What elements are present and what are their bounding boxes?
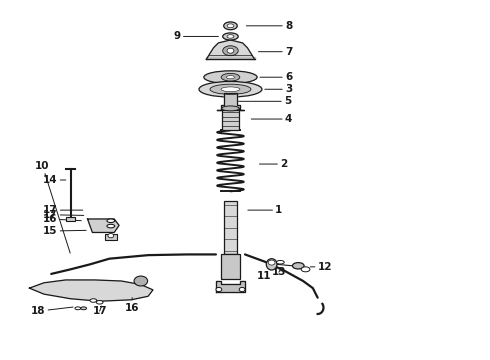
Ellipse shape: [227, 35, 234, 38]
Text: 16: 16: [43, 214, 81, 224]
Text: 9: 9: [173, 31, 219, 41]
Text: 18: 18: [31, 306, 73, 316]
Polygon shape: [88, 219, 119, 233]
Text: 3: 3: [265, 84, 292, 94]
Polygon shape: [29, 280, 153, 301]
Ellipse shape: [81, 307, 87, 310]
Bar: [223, 201, 237, 255]
Bar: [66, 217, 75, 221]
Circle shape: [239, 287, 245, 292]
Polygon shape: [217, 93, 244, 110]
Text: 15: 15: [43, 226, 86, 236]
Polygon shape: [206, 40, 255, 59]
Text: 6: 6: [260, 72, 292, 82]
Ellipse shape: [227, 24, 234, 28]
Bar: [221, 255, 240, 279]
Text: 7: 7: [259, 47, 293, 57]
Text: 17: 17: [43, 210, 84, 220]
Circle shape: [268, 260, 275, 265]
Text: 4: 4: [251, 114, 293, 124]
Text: 5: 5: [235, 96, 291, 106]
Ellipse shape: [204, 71, 257, 84]
Bar: [105, 234, 117, 240]
Text: 10: 10: [35, 161, 70, 253]
Text: 14: 14: [43, 175, 66, 185]
Text: 1: 1: [248, 205, 283, 215]
Text: 17: 17: [43, 205, 83, 215]
Ellipse shape: [223, 22, 237, 30]
Text: 8: 8: [246, 21, 292, 31]
Ellipse shape: [301, 267, 310, 272]
Text: 12: 12: [310, 262, 332, 272]
Ellipse shape: [221, 87, 240, 91]
Circle shape: [134, 276, 147, 286]
Text: 11: 11: [257, 265, 271, 281]
Ellipse shape: [210, 84, 251, 94]
Ellipse shape: [75, 307, 81, 310]
Bar: [222, 108, 239, 130]
Polygon shape: [206, 57, 255, 59]
Text: 17: 17: [92, 306, 107, 316]
Ellipse shape: [199, 81, 262, 97]
Text: 2: 2: [260, 159, 287, 169]
Text: 13: 13: [271, 267, 286, 277]
Ellipse shape: [267, 259, 277, 270]
Polygon shape: [216, 281, 245, 292]
Ellipse shape: [107, 224, 115, 228]
Text: 16: 16: [125, 298, 139, 312]
Ellipse shape: [223, 46, 238, 56]
Ellipse shape: [221, 73, 240, 81]
Ellipse shape: [90, 299, 97, 302]
Ellipse shape: [227, 48, 234, 53]
Ellipse shape: [226, 76, 234, 79]
Ellipse shape: [96, 301, 103, 304]
Ellipse shape: [223, 33, 238, 40]
Ellipse shape: [222, 106, 239, 111]
Circle shape: [216, 287, 222, 292]
Ellipse shape: [107, 219, 115, 222]
Ellipse shape: [293, 262, 304, 269]
Circle shape: [108, 234, 114, 238]
Ellipse shape: [276, 260, 284, 264]
